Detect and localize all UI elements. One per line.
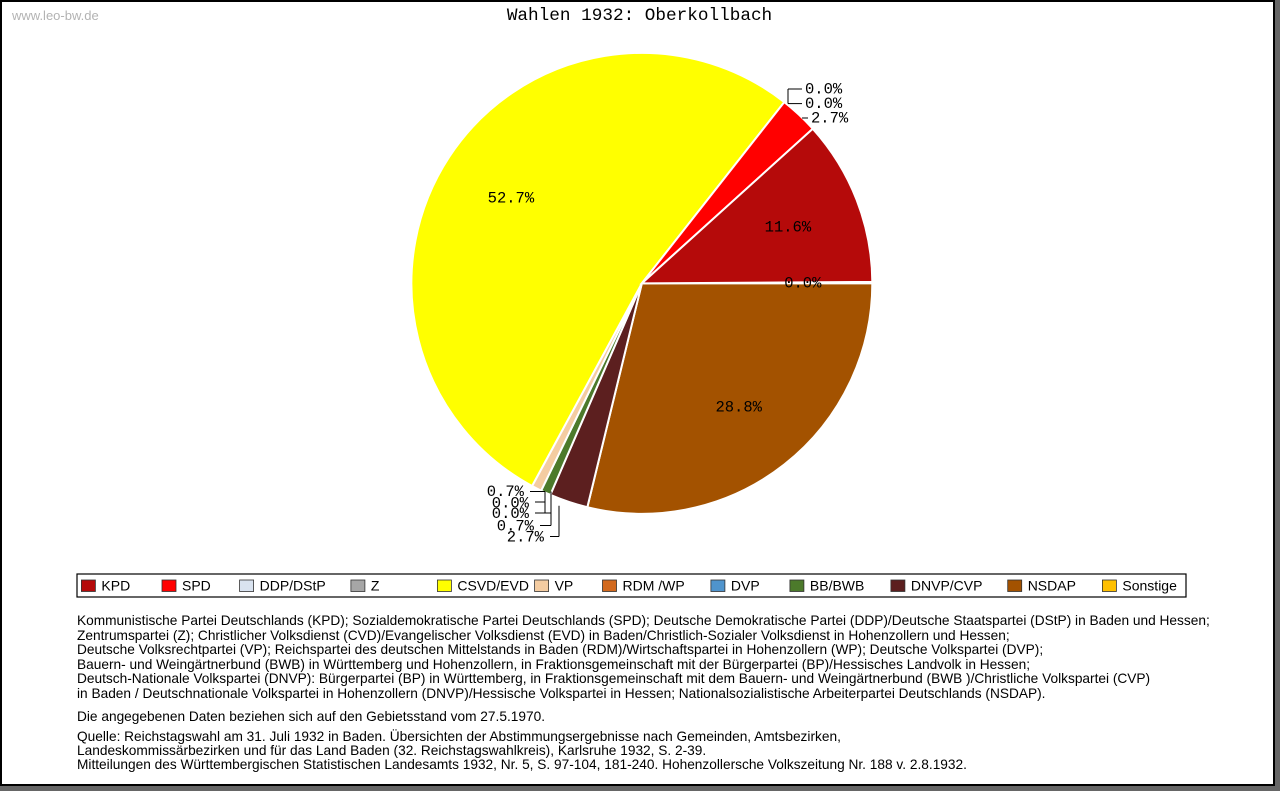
svg-text:11.6%: 11.6%	[765, 219, 812, 237]
svg-text:28.8%: 28.8%	[715, 399, 762, 417]
svg-text:DDP/DStP: DDP/DStP	[260, 578, 326, 594]
svg-text:CSVD/EVD: CSVD/EVD	[457, 578, 529, 594]
svg-text:DVP: DVP	[731, 578, 760, 594]
svg-text:Sonstige: Sonstige	[1122, 578, 1177, 594]
svg-text:KPD: KPD	[101, 578, 130, 594]
svg-text:NSDAP: NSDAP	[1028, 578, 1076, 594]
svg-text:2.7%: 2.7%	[507, 529, 545, 547]
svg-text:SPD: SPD	[182, 578, 211, 594]
svg-text:VP: VP	[555, 578, 574, 594]
svg-text:DNVP/CVP: DNVP/CVP	[911, 578, 983, 594]
svg-text:2.7%: 2.7%	[811, 110, 849, 128]
svg-text:0.0%: 0.0%	[784, 275, 822, 293]
svg-text:RDM /WP: RDM /WP	[623, 578, 685, 594]
svg-text:52.7%: 52.7%	[488, 189, 535, 207]
svg-text:Z: Z	[371, 578, 380, 594]
svg-text:BB/BWB: BB/BWB	[810, 578, 864, 594]
